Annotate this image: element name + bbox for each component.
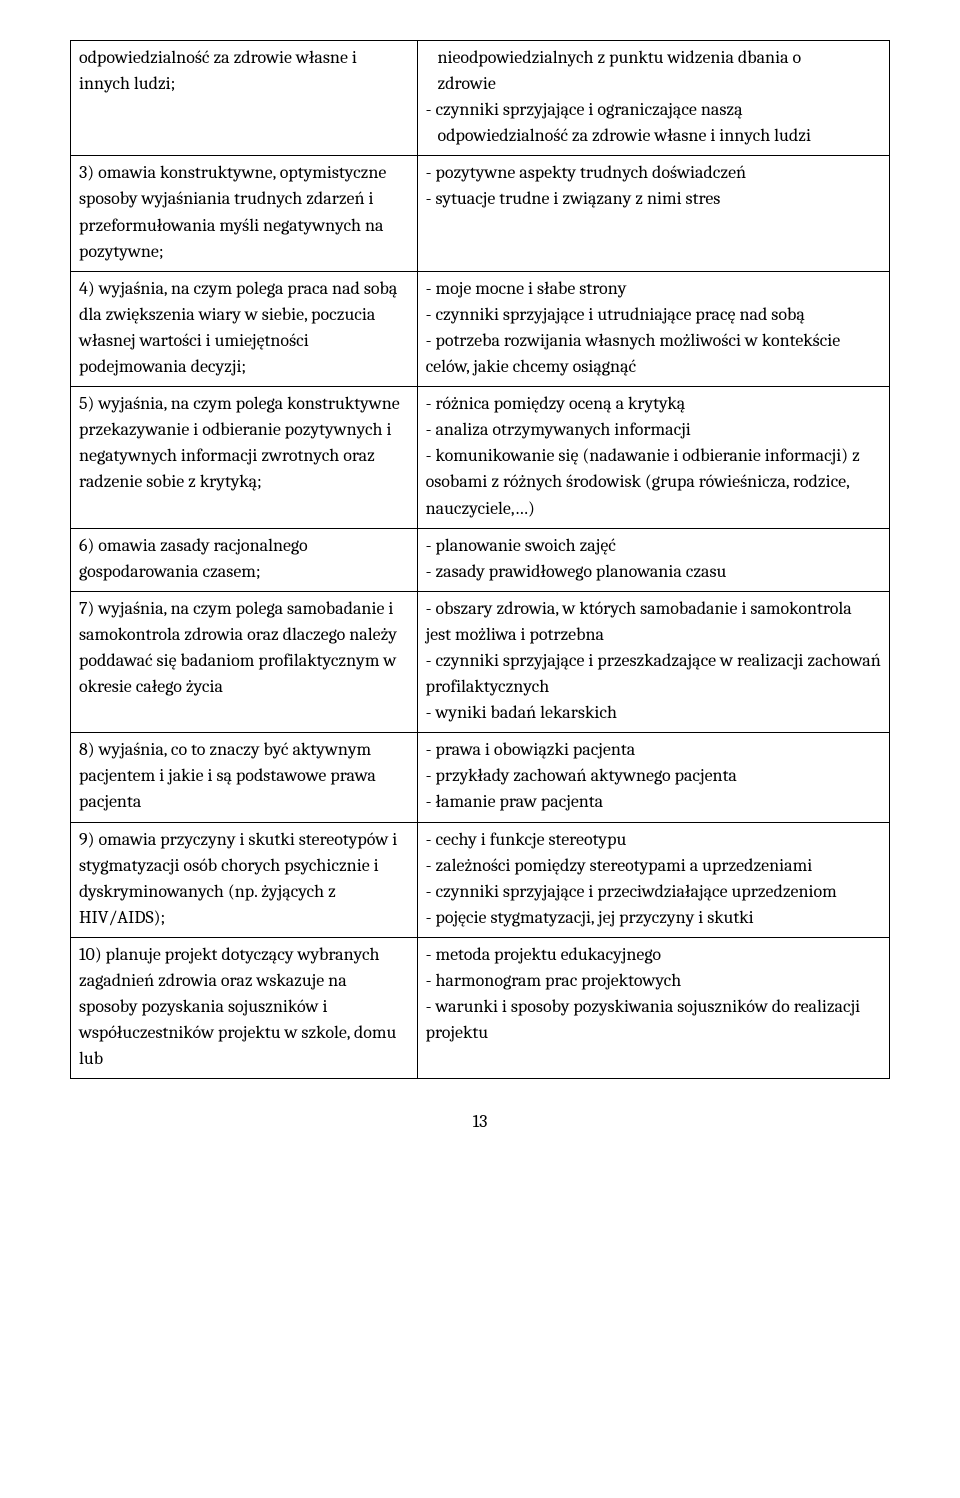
cell-left: 4) wyjaśnia, na czym polega praca nad so… <box>71 271 418 386</box>
table-row: 7) wyjaśnia, na czym polega samobadanie … <box>71 591 890 732</box>
page-container: odpowiedzialność za zdrowie własne i inn… <box>0 0 960 1165</box>
table-row: 5) wyjaśnia, na czym polega konstruktywn… <box>71 387 890 528</box>
table-row: 9) omawia przyczyny i skutki stereotypów… <box>71 822 890 937</box>
cell-right: - prawa i obowiązki pacjenta- przykłady … <box>417 733 889 822</box>
cell-right: - metoda projektu edukacyjnego- harmonog… <box>417 937 889 1078</box>
cell-right: - pozytywne aspekty trudnych doświadczeń… <box>417 156 889 271</box>
table-row: 3) omawia konstruktywne, optymistyczne s… <box>71 156 890 271</box>
table-body: odpowiedzialność za zdrowie własne i inn… <box>71 41 890 1079</box>
cell-right: - obszary zdrowia, w których samobadanie… <box>417 591 889 732</box>
page-number: 13 <box>70 1109 890 1135</box>
cell-left: 7) wyjaśnia, na czym polega samobadanie … <box>71 591 418 732</box>
cell-right: - planowanie swoich zajęć- zasady prawid… <box>417 528 889 591</box>
cell-left: 5) wyjaśnia, na czym polega konstruktywn… <box>71 387 418 528</box>
cell-left: 8) wyjaśnia, co to znaczy być aktywnym p… <box>71 733 418 822</box>
content-table: odpowiedzialność za zdrowie własne i inn… <box>70 40 890 1079</box>
cell-left: 9) omawia przyczyny i skutki stereotypów… <box>71 822 418 937</box>
table-row: 8) wyjaśnia, co to znaczy być aktywnym p… <box>71 733 890 822</box>
table-row: 6) omawia zasady racjonalnego gospodarow… <box>71 528 890 591</box>
cell-left: odpowiedzialność za zdrowie własne i inn… <box>71 41 418 156</box>
table-row: 4) wyjaśnia, na czym polega praca nad so… <box>71 271 890 386</box>
cell-left: 10) planuje projekt dotyczący wybranych … <box>71 937 418 1078</box>
cell-left: 6) omawia zasady racjonalnego gospodarow… <box>71 528 418 591</box>
cell-right: - moje mocne i słabe strony- czynniki sp… <box>417 271 889 386</box>
table-row: odpowiedzialność za zdrowie własne i inn… <box>71 41 890 156</box>
table-row: 10) planuje projekt dotyczący wybranych … <box>71 937 890 1078</box>
cell-left: 3) omawia konstruktywne, optymistyczne s… <box>71 156 418 271</box>
cell-right: - cechy i funkcje stereotypu- zależności… <box>417 822 889 937</box>
cell-right: - różnica pomiędzy oceną a krytyką- anal… <box>417 387 889 528</box>
cell-right: nieodpowiedzialnych z punktu widzenia db… <box>417 41 889 156</box>
